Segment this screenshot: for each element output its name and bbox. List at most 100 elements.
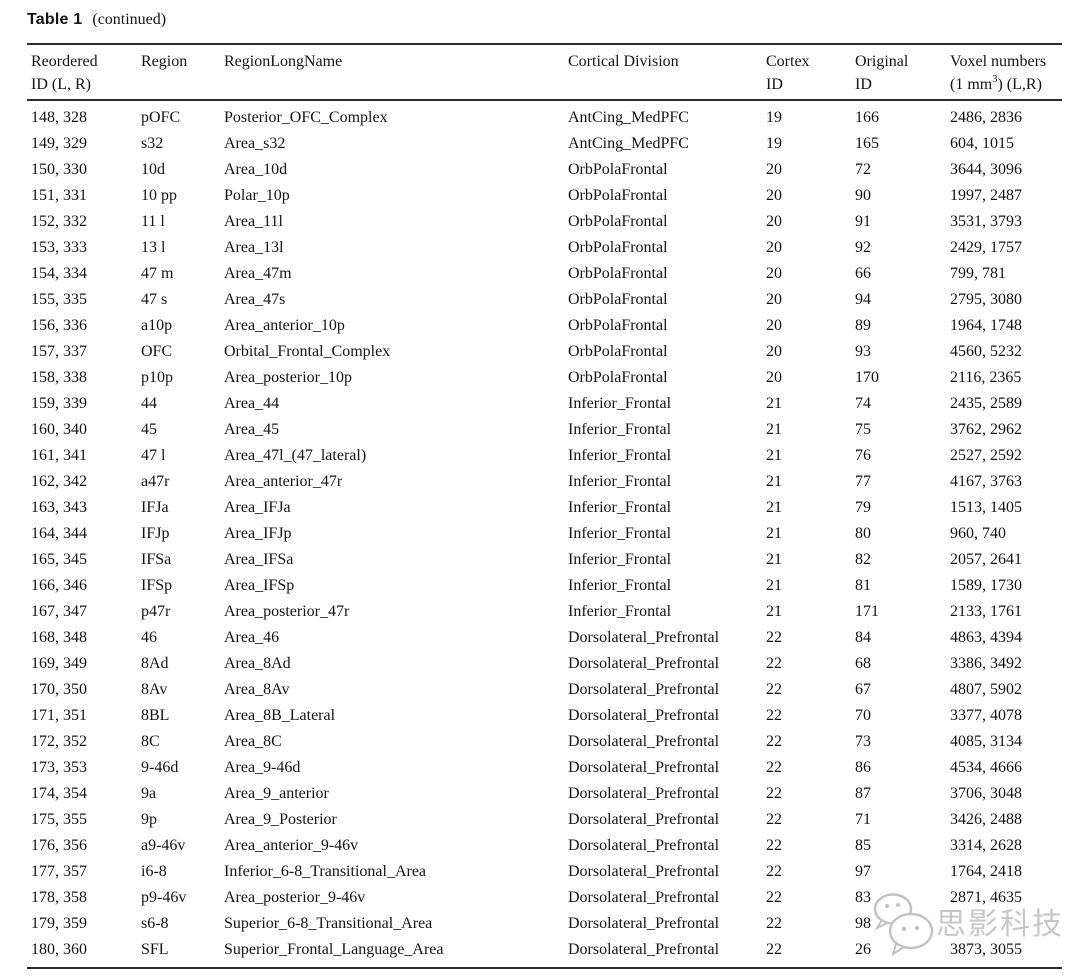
cell-region-long-name: Area_9-46d [224, 759, 301, 776]
table-caption-continued: (continued) [92, 11, 167, 28]
cell-reordered-id: 178, 358 [31, 889, 87, 906]
cell-voxel-numbers: 4560, 5232 [950, 343, 1022, 360]
cell-cortex-id: 21 [766, 525, 782, 542]
cell-region-long-name: Area_posterior_47r [224, 603, 350, 620]
cell-original-id: 89 [855, 317, 871, 334]
cell-reordered-id: 176, 356 [31, 837, 87, 854]
cell-original-id: 86 [855, 759, 871, 776]
table-row: 174, 354 9a Area_9_anterior Dorsolateral_Pr… [27, 781, 1062, 807]
cell-original-id: 71 [855, 811, 871, 828]
cell-reordered-id: 164, 344 [31, 525, 87, 542]
table-row: 150, 330 10d Area_10d OrbPolaFrontal 20 72 364… [27, 157, 1062, 183]
cell-region: IFJa [141, 499, 169, 516]
table-row: 176, 356 a9-46v Area_anterior_9-46v Dorsola… [27, 833, 1062, 859]
cell-region-long-name: Area_8Av [224, 681, 290, 698]
cell-region: 45 [141, 421, 157, 438]
cell-region: 46 [141, 629, 157, 646]
cell-voxel-numbers: 3762, 2962 [950, 421, 1022, 438]
cell-reordered-id: 172, 352 [31, 733, 87, 750]
cell-region: OFC [141, 343, 173, 360]
col-header-voxel-line1: Voxel numbers [950, 53, 1047, 70]
cell-voxel-numbers: 3426, 2488 [950, 811, 1022, 828]
cell-cortex-id: 22 [766, 863, 782, 880]
col-header-voxel-line2-post: ) (L,R) [997, 76, 1042, 93]
col-header-region-long-name-label: RegionLongName [224, 53, 343, 70]
table-row: 170, 350 8Av Area_8Av Dorsolateral_Prefront… [27, 677, 1062, 703]
cell-region: 13 l [141, 239, 166, 256]
cell-cortical-division: Inferior_Frontal [568, 499, 672, 516]
cell-cortical-division: OrbPolaFrontal [568, 213, 668, 230]
cell-original-id: 77 [855, 473, 871, 490]
cell-voxel-numbers: 799, 781 [950, 265, 1006, 282]
cell-reordered-id: 179, 359 [31, 915, 87, 932]
col-header-voxel-line2-pre: (1 mm [950, 76, 993, 93]
cell-region: 47 m [141, 265, 174, 282]
cell-region: 11 l [141, 213, 165, 230]
cell-original-id: 165 [855, 135, 879, 152]
table-row: 151, 331 10 pp Polar_10p OrbPolaFrontal 20 90… [27, 183, 1062, 209]
cell-cortical-division: OrbPolaFrontal [568, 161, 668, 178]
cell-reordered-id: 171, 351 [31, 707, 87, 724]
cell-cortical-division: Inferior_Frontal [568, 447, 672, 464]
cell-region: a10p [141, 317, 173, 334]
cell-cortex-id: 20 [766, 161, 782, 178]
cell-cortex-id: 22 [766, 733, 782, 750]
cell-cortex-id: 22 [766, 915, 782, 932]
cell-region-long-name: Area_s32 [224, 135, 286, 152]
cell-region-long-name: Orbital_Frontal_Complex [224, 343, 391, 360]
cell-region-long-name: Area_anterior_10p [224, 317, 345, 334]
cell-voxel-numbers: 2486, 2836 [950, 109, 1022, 126]
cell-region-long-name: Area_8Ad [224, 655, 291, 672]
cell-region-long-name: Superior_6-8_Transitional_Area [224, 915, 433, 932]
cell-region: 8Av [141, 681, 168, 698]
col-header-reordered-id: Reordered ID (L, R) [27, 44, 141, 101]
cell-original-id: 87 [855, 785, 871, 802]
cell-cortex-id: 20 [766, 343, 782, 360]
cell-region: 9p [141, 811, 157, 828]
cell-region: IFJp [141, 525, 170, 542]
cell-reordered-id: 163, 343 [31, 499, 87, 516]
table-row: 158, 338 p10p Area_posterior_10p OrbPolaFro… [27, 365, 1062, 391]
cell-region: p9-46v [141, 889, 187, 906]
cell-cortical-division: Dorsolateral_Prefrontal [568, 837, 720, 854]
cell-original-id: 72 [855, 161, 871, 178]
cell-region: a47r [141, 473, 170, 490]
cell-reordered-id: 156, 336 [31, 317, 87, 334]
cell-region-long-name: Area_posterior_10p [224, 369, 352, 386]
cell-original-id: 80 [855, 525, 871, 542]
cell-original-id: 82 [855, 551, 871, 568]
table-row: 156, 336 a10p Area_anterior_10p OrbPolaFron… [27, 313, 1062, 339]
cell-cortex-id: 22 [766, 837, 782, 854]
table-row: 162, 342 a47r Area_anterior_47r Inferior_Fr… [27, 469, 1062, 495]
table-row: 149, 329 s32 Area_s32 AntCing_MedPFC 19 165 60… [27, 131, 1062, 157]
col-header-voxel-numbers: Voxel numbers (1 mm3) (L,R) [950, 44, 1062, 101]
table-row: 166, 346 IFSp Area_IFSp Inferior_Frontal 21 8… [27, 573, 1062, 599]
cell-reordered-id: 158, 338 [31, 369, 87, 386]
cell-voxel-numbers: 1589, 1730 [950, 577, 1022, 594]
col-header-reordered-id-label: Reordered ID (L, R) [31, 53, 98, 93]
cell-voxel-numbers: 1997, 2487 [950, 187, 1022, 204]
cell-voxel-numbers: 4807, 5902 [950, 681, 1022, 698]
cell-voxel-numbers: 1764, 2418 [950, 863, 1022, 880]
cell-cortex-id: 21 [766, 473, 782, 490]
cell-voxel-numbers: 960, 740 [950, 525, 1006, 542]
cell-region: s32 [141, 135, 164, 152]
cell-reordered-id: 167, 347 [31, 603, 87, 620]
cell-voxel-numbers: 2133, 1761 [950, 603, 1022, 620]
cell-cortex-id: 22 [766, 629, 782, 646]
cell-cortex-id: 22 [766, 889, 782, 906]
cell-original-id: 97 [855, 863, 871, 880]
cell-region-long-name: Area_8B_Lateral [224, 707, 336, 724]
cell-cortical-division: Dorsolateral_Prefrontal [568, 681, 720, 698]
cell-cortical-division: Inferior_Frontal [568, 525, 672, 542]
cell-voxel-numbers: 1513, 1405 [950, 499, 1022, 516]
table-row: 175, 355 9p Area_9_Posterior Dorsolateral_P… [27, 807, 1062, 833]
cell-cortex-id: 22 [766, 759, 782, 776]
cell-cortex-id: 21 [766, 421, 782, 438]
cell-original-id: 66 [855, 265, 871, 282]
table-row: 161, 341 47 l Area_47l_(47_lateral) Inferio… [27, 443, 1062, 469]
cell-cortical-division: Dorsolateral_Prefrontal [568, 811, 720, 828]
cell-region-long-name: Area_47s [224, 291, 286, 308]
cell-original-id: 170 [855, 369, 879, 386]
